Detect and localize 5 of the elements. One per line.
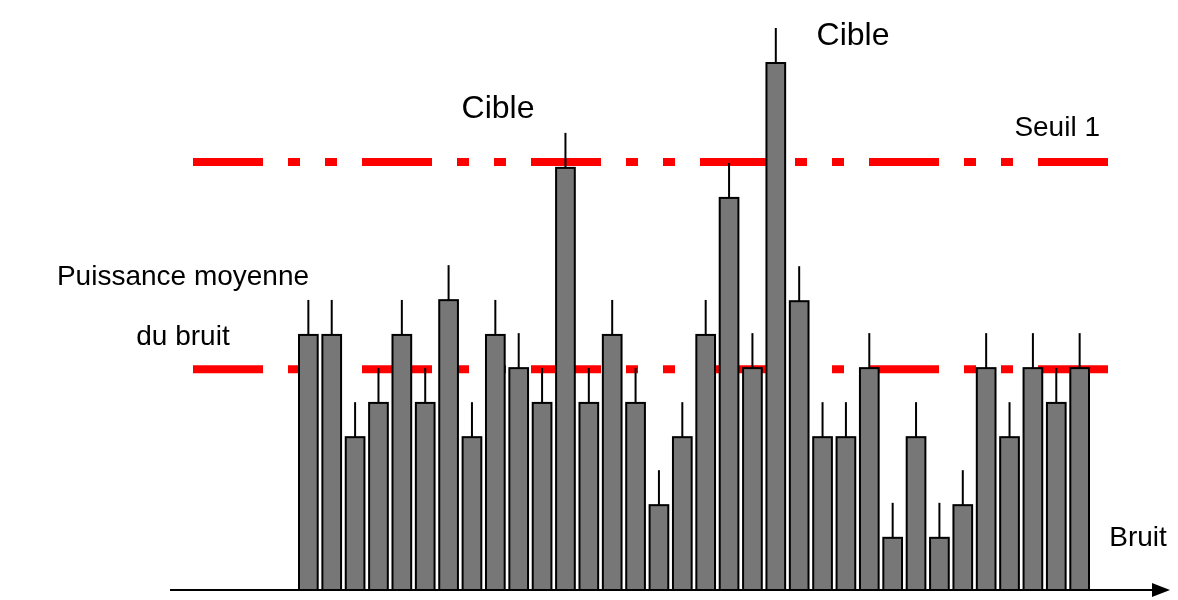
ref-line-label: Puissance moyenne du bruit [56,260,310,352]
text: Cible [816,16,890,52]
x-axis-title: Bruit [1109,521,1167,552]
ref-line-label: Seuil 1 [1014,111,1100,143]
annotation: Cible [461,89,535,125]
